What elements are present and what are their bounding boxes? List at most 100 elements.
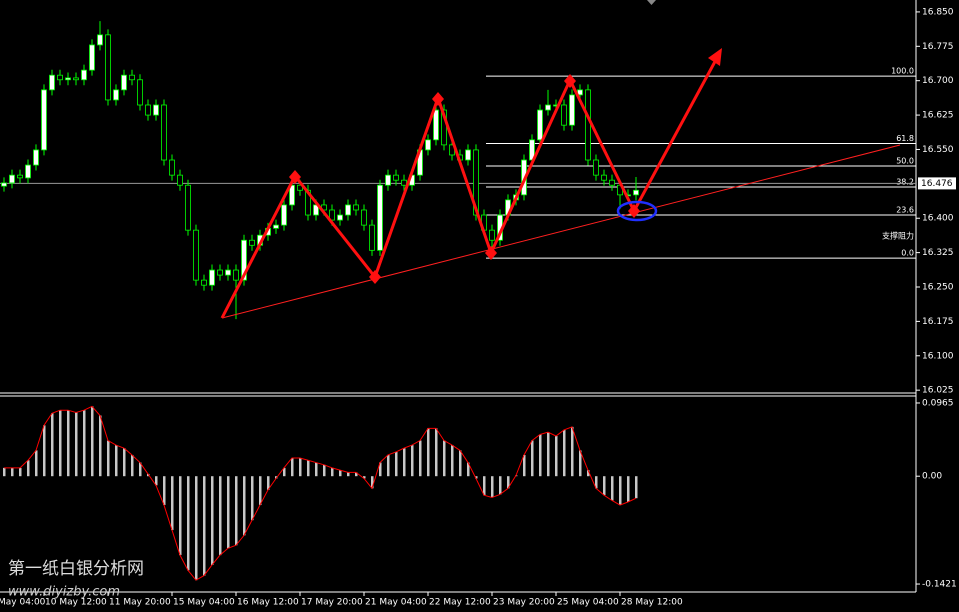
- histogram-bar: [403, 448, 406, 477]
- candle-body: [49, 74, 55, 91]
- histogram-bar: [283, 467, 286, 477]
- candle-body: [329, 209, 335, 221]
- histogram-bar: [371, 476, 374, 489]
- histogram-bar: [3, 467, 6, 477]
- fib-label: 61.8: [896, 134, 914, 143]
- histogram-bar: [35, 450, 38, 477]
- x-tick-label: 23 May 20:00: [493, 598, 555, 608]
- y-tick-label: 16.100: [922, 351, 954, 361]
- candle-body: [281, 204, 287, 226]
- candle-body: [9, 174, 15, 184]
- histogram-bar: [467, 462, 470, 477]
- candle-body: [569, 94, 575, 126]
- histogram-bar: [139, 462, 142, 477]
- candle-body: [361, 209, 367, 226]
- histogram-bar: [179, 476, 182, 556]
- candle-body: [201, 279, 207, 286]
- y-tick-label: 16.550: [922, 145, 954, 155]
- candle-body: [313, 204, 319, 216]
- histogram-bar: [267, 476, 270, 490]
- histogram-bar: [579, 450, 582, 477]
- pivot: [485, 246, 497, 260]
- histogram-bar: [99, 415, 102, 477]
- histogram-bar: [203, 476, 206, 576]
- histogram-bar: [323, 464, 326, 477]
- histogram-bar: [115, 445, 118, 477]
- highlight-ellipse: [616, 200, 658, 222]
- scroll-marker: [647, 0, 656, 5]
- fib-label: 100.0: [891, 67, 914, 76]
- y-tick-label: 16.250: [922, 283, 954, 293]
- histogram-bar: [539, 434, 542, 477]
- x-tick-label: 10 May 12:00: [45, 598, 107, 608]
- candle-body: [153, 104, 159, 116]
- histogram-bar: [27, 460, 30, 477]
- candle-body: [185, 184, 191, 231]
- histogram-bar: [555, 435, 558, 477]
- histogram-bar: [67, 410, 70, 477]
- candle-body: [289, 184, 295, 206]
- histogram-bar: [427, 428, 430, 477]
- histogram-bar: [195, 476, 198, 581]
- candle-body: [41, 89, 47, 151]
- histogram-bar: [483, 476, 486, 496]
- histogram-bar: [187, 476, 190, 571]
- arrow-head: [708, 48, 722, 66]
- histogram-bar: [51, 413, 54, 477]
- candle-body: [1, 182, 7, 187]
- annotations: [220, 48, 901, 319]
- candle-body: [337, 214, 343, 221]
- x-tick-label: 21 May 04:00: [365, 598, 427, 608]
- pivot: [369, 270, 381, 284]
- candle-body: [209, 269, 215, 286]
- pivot: [564, 74, 576, 88]
- candle-body: [65, 77, 71, 81]
- candle-body: [537, 109, 543, 141]
- candle-body: [601, 174, 607, 181]
- fib-label: 50.0: [896, 156, 914, 165]
- x-tick-label: 22 May 12:00: [429, 598, 491, 608]
- histogram-bar: [83, 410, 86, 477]
- histogram-bar: [395, 451, 398, 477]
- candle-body: [97, 34, 103, 46]
- fib-label: 38.2: [896, 178, 914, 187]
- y-tick-label: 16.025: [922, 386, 954, 396]
- candle-body: [433, 109, 439, 141]
- histogram-bar: [363, 476, 366, 479]
- pivot: [628, 204, 640, 218]
- candle-body: [25, 164, 31, 179]
- histogram-bar: [619, 476, 622, 506]
- histogram-bar: [11, 467, 14, 477]
- histogram-bar: [571, 426, 574, 477]
- candle-body: [169, 159, 175, 176]
- watermark-title: 第一纸白银分析网: [8, 559, 144, 579]
- histogram-bar: [411, 445, 414, 477]
- x-tick-label: May 04:00: [0, 598, 46, 608]
- histogram-bar: [227, 476, 230, 549]
- candle-body: [633, 189, 639, 196]
- histogram-bar: [443, 440, 446, 477]
- trend-line: [221, 144, 901, 319]
- candle-body: [425, 139, 431, 151]
- histogram-bar: [419, 440, 422, 477]
- fib-label: 23.6: [896, 206, 914, 215]
- candle-body: [401, 179, 407, 186]
- histogram-bar: [219, 476, 222, 556]
- candle-body: [113, 89, 119, 101]
- candle-body: [217, 269, 223, 276]
- y-tick-label: 16.775: [922, 42, 954, 52]
- candle-body: [225, 269, 231, 276]
- oscillator-panel: 0.0965 0.00 -0.1421: [3, 398, 957, 590]
- watermark-url: www.diyizby.com: [8, 585, 120, 600]
- histogram-bar: [107, 440, 110, 477]
- candle-body: [161, 104, 167, 161]
- histogram-bar: [59, 410, 62, 477]
- current-price-box: [918, 177, 956, 190]
- histogram-bar: [43, 425, 46, 477]
- x-tick-label: 28 May 12:00: [621, 598, 683, 608]
- candle-body: [145, 104, 151, 116]
- histogram-bar: [547, 432, 550, 477]
- candle-body: [593, 159, 599, 176]
- histogram-bar: [251, 476, 254, 521]
- y-tick-label: 0.0965: [922, 398, 954, 408]
